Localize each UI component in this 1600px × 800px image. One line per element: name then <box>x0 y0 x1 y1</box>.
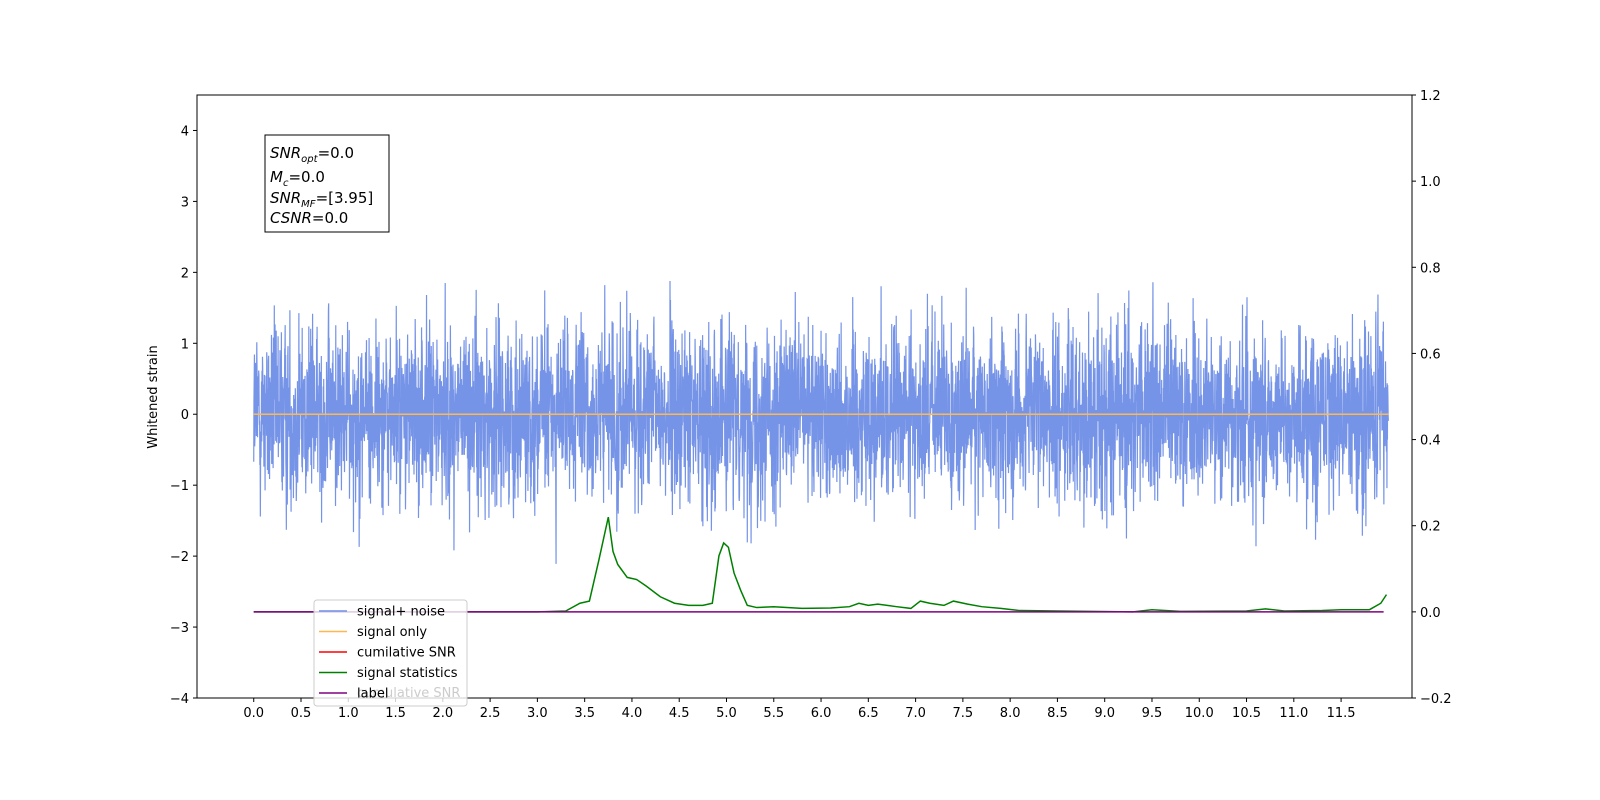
y-tick-label: 4 <box>181 124 189 139</box>
legend-label: signal statistics <box>357 666 458 681</box>
x-tick-label: 11.0 <box>1279 706 1308 721</box>
y-tick-label: −2 <box>170 550 189 565</box>
y-tick-label: 1 <box>181 337 189 352</box>
x-tick-label: 7.0 <box>905 706 926 721</box>
x-tick-label: 2.0 <box>432 706 453 721</box>
info-csnr: CSNR=0.0 <box>270 209 348 227</box>
plot-frame <box>196 94 1413 699</box>
x-tick-label: 6.0 <box>811 706 832 721</box>
noise-series <box>253 280 1389 564</box>
y2-tick-label: 0.6 <box>1420 347 1441 362</box>
x-tick-label: 7.5 <box>953 706 974 721</box>
x-tick-label: 5.0 <box>716 706 737 721</box>
x-tick-label: 11.5 <box>1327 706 1356 721</box>
y-tick-label: −1 <box>170 479 189 494</box>
legend-ghost-text: cumulative SNR <box>357 686 460 701</box>
x-tick-label: 1.5 <box>385 706 406 721</box>
series-signal-noise-line <box>253 280 1389 564</box>
info-box: SNRopt=0.0 Mc=0.0 SNRMF=[3.95] CSNR=0.0 <box>264 134 390 233</box>
x-tick-label: 0.0 <box>243 706 264 721</box>
info-snr-mf: SNRMF=[3.95] <box>270 189 373 210</box>
x-tick-label: 9.5 <box>1142 706 1163 721</box>
y2-tick-label: 0.8 <box>1420 261 1441 276</box>
y-tick-label: −4 <box>170 692 189 707</box>
x-tick-label: 6.5 <box>858 706 879 721</box>
x-tick-label: 3.5 <box>574 706 595 721</box>
x-tick-label: 2.5 <box>480 706 501 721</box>
x-tick-label: 1.0 <box>338 706 359 721</box>
y2-tick-label: −0.2 <box>1420 692 1452 707</box>
y-tick-label: 2 <box>181 266 189 281</box>
x-tick-label: 8.5 <box>1047 706 1068 721</box>
legend-frame <box>313 599 468 707</box>
y-tick-label: 3 <box>181 195 189 210</box>
y-tick-label: −3 <box>170 621 189 636</box>
legend-label: signal only <box>357 625 427 640</box>
x-tick-label: 10.0 <box>1185 706 1214 721</box>
y-axis-label: Whitened strain <box>146 345 161 448</box>
legend-label: label <box>357 687 388 702</box>
x-tick-label: 10.5 <box>1232 706 1261 721</box>
y-axis-ticks: −4 −3 −2 −1 0 1 2 3 4 <box>170 124 197 707</box>
legend: cumulative SNR signal+ noise signal only c… <box>313 599 468 707</box>
x-tick-label: 9.0 <box>1094 706 1115 721</box>
y2-tick-label: 1.0 <box>1420 175 1441 190</box>
y2-tick-label: 0.0 <box>1420 606 1441 621</box>
series-line-signal-statistics <box>253 516 1388 613</box>
legend-items: signal+ noise signal only cumilative SNR si… <box>319 605 458 702</box>
x-tick-label: 0.5 <box>291 706 312 721</box>
info-box-frame <box>264 134 390 233</box>
x-tick-label: 8.0 <box>1000 706 1021 721</box>
x-tick-label: 3.0 <box>527 706 548 721</box>
info-snr-opt: SNRopt=0.0 <box>270 144 354 165</box>
legend-label: cumilative SNR <box>357 646 456 661</box>
legend-label: signal+ noise <box>357 605 445 620</box>
x-axis-ticks: 0.0 0.5 1.0 1.5 2.0 2.5 3.0 3.5 4.0 4.5 5.0 5.5 6.0 6… <box>243 698 1356 721</box>
y2-tick-label: 1.2 <box>1420 89 1441 104</box>
x-tick-label: 4.0 <box>622 706 643 721</box>
x-tick-label: 5.5 <box>763 706 784 721</box>
y2-tick-label: 0.4 <box>1420 434 1441 449</box>
x-tick-label: 4.5 <box>669 706 690 721</box>
y2-axis-ticks: −0.2 0.0 0.2 0.4 0.6 0.8 1.0 1.2 <box>1412 89 1452 707</box>
y-tick-label: 0 <box>181 408 189 423</box>
y2-tick-label: 0.2 <box>1420 520 1441 535</box>
info-mc: Mc=0.0 <box>270 168 325 189</box>
